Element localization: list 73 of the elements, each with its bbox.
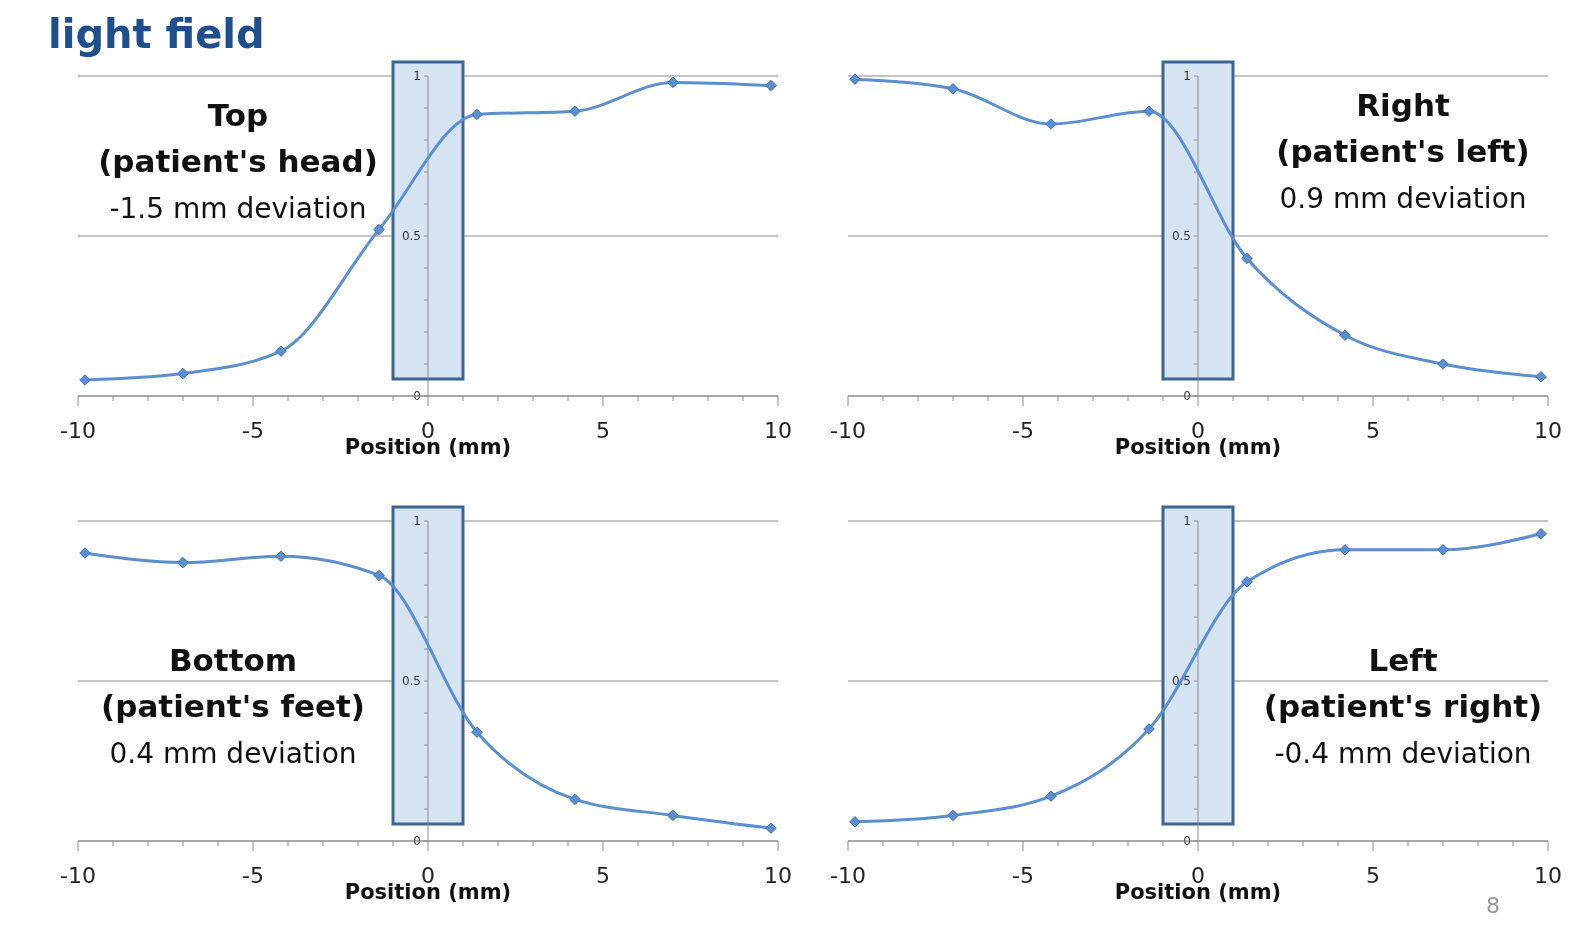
annotation: (patient's head) (98, 143, 378, 179)
point (1339, 329, 1351, 341)
point (667, 809, 679, 822)
point (1045, 790, 1057, 802)
x-tick-label: 5 (596, 863, 610, 888)
x-tick-label: -5 (242, 418, 264, 443)
point (1535, 528, 1547, 540)
point (1143, 105, 1155, 117)
point (1535, 371, 1547, 383)
annotation: 0.4 mm deviation (109, 737, 357, 770)
point (1437, 358, 1449, 370)
point (177, 367, 189, 380)
point (569, 105, 581, 117)
x-tick-label: -5 (242, 863, 264, 888)
point (1241, 576, 1253, 588)
x-tick-label: -10 (830, 418, 866, 443)
annotation: -0.4 mm deviation (1274, 737, 1532, 770)
y-tick-label: 0 (1183, 834, 1191, 849)
annotation: (patient's left) (1276, 133, 1530, 169)
y-tick-label: 0.5 (1171, 229, 1191, 244)
x-tick-label: -10 (830, 863, 866, 888)
point (849, 816, 861, 828)
annotation: Bottom (168, 642, 298, 678)
point (79, 374, 91, 386)
x-tick-label: -5 (1012, 863, 1034, 888)
point (849, 73, 861, 85)
point (275, 345, 287, 357)
point (373, 569, 385, 582)
x-tick-label: 10 (1534, 418, 1562, 443)
point (1143, 723, 1155, 735)
annotation: Right (1356, 87, 1450, 123)
point (1241, 252, 1253, 265)
point (667, 76, 679, 89)
point (1437, 544, 1449, 556)
point (947, 809, 959, 822)
x-tick-label: 10 (1534, 863, 1562, 888)
y-tick-label: 1 (413, 514, 421, 529)
point (275, 550, 287, 562)
x-tick-label: 5 (1366, 863, 1380, 888)
y-tick-label: 0 (1183, 389, 1191, 404)
point (1339, 544, 1351, 556)
point (765, 822, 777, 834)
y-tick-label: 0 (413, 389, 421, 404)
x-tick-label: 5 (1366, 418, 1380, 443)
annotation: Top (207, 97, 269, 133)
point (1045, 118, 1057, 130)
x-tick-label: -10 (60, 863, 96, 888)
annotation: (patient's right) (1263, 688, 1543, 724)
point (947, 83, 959, 95)
annotation: (patient's feet) (101, 688, 365, 724)
point (177, 556, 189, 569)
y-tick-label: 1 (413, 69, 421, 84)
point (471, 726, 483, 738)
chart-title: light field (48, 11, 265, 57)
point (373, 223, 385, 236)
y-tick-label: 0.5 (401, 674, 421, 689)
annotation: 0.9 mm deviation (1279, 182, 1527, 215)
point (765, 79, 777, 92)
point (569, 793, 581, 806)
point (79, 547, 91, 559)
x-tick-label: 10 (764, 863, 792, 888)
y-tick-label: 1 (1183, 514, 1191, 529)
x-tick-label: 10 (764, 418, 792, 443)
y-tick-label: 0.5 (401, 229, 421, 244)
text: 8 (1486, 893, 1500, 918)
y-tick-label: 0 (413, 834, 421, 849)
x-tick-label: -5 (1012, 418, 1034, 443)
annotation: Left (1368, 642, 1438, 678)
y-tick-label: 1 (1183, 69, 1191, 84)
x-tick-label: -10 (60, 418, 96, 443)
annotation: -1.5 mm deviation (109, 192, 367, 225)
point (471, 108, 483, 121)
x-tick-label: 5 (596, 418, 610, 443)
